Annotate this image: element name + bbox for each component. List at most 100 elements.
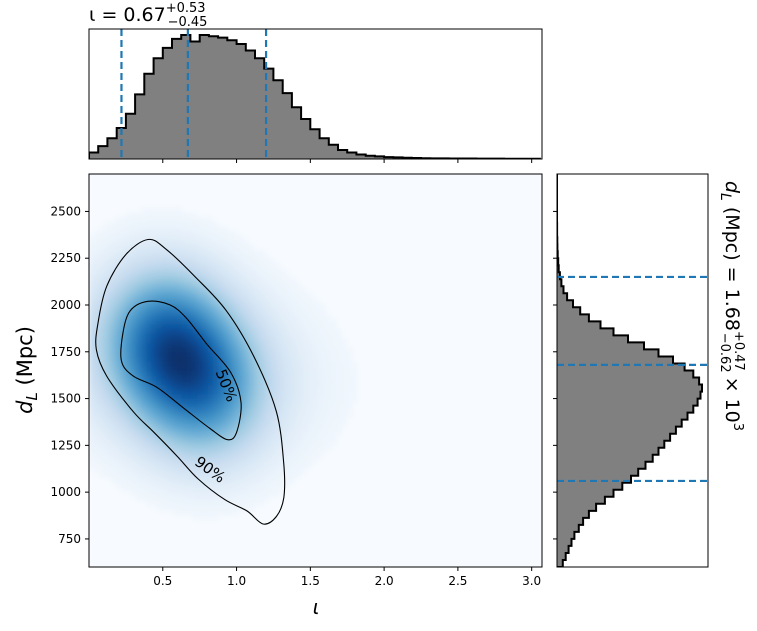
heatmap-cell xyxy=(223,421,230,428)
heatmap-cell xyxy=(254,342,261,348)
heatmap-cell xyxy=(176,496,183,503)
heatmap-cell xyxy=(274,459,281,465)
heatmap-cell xyxy=(280,436,286,442)
heatmap-cell xyxy=(218,248,224,255)
heatmap-cell xyxy=(197,262,204,269)
heatmap-cell xyxy=(218,440,224,446)
heatmap-cell xyxy=(254,262,261,269)
heatmap-cell xyxy=(114,234,121,241)
heatmap-cell xyxy=(207,319,214,325)
heatmap-cell xyxy=(274,281,281,287)
heatmap-cell xyxy=(223,239,230,245)
heatmap-cell xyxy=(171,445,178,451)
heatmap-cell xyxy=(109,459,116,465)
heatmap-cell xyxy=(99,328,106,334)
heatmap-cell xyxy=(212,482,219,489)
heatmap-cell xyxy=(135,253,142,259)
heatmap-cell xyxy=(104,309,111,315)
heatmap-cell xyxy=(269,450,276,456)
heatmap-cell xyxy=(269,295,276,301)
heatmap-cell xyxy=(156,211,162,217)
heatmap-cell xyxy=(228,450,235,456)
heatmap-cell xyxy=(347,375,353,381)
heatmap-cell xyxy=(249,333,255,339)
heatmap-cell xyxy=(150,290,157,297)
heatmap-cell xyxy=(285,323,292,329)
heatmap-cell xyxy=(187,492,193,498)
heatmap-cell xyxy=(290,305,297,311)
heatmap-cell xyxy=(171,370,178,376)
heatmap-cell xyxy=(223,431,230,437)
heatmap-cell xyxy=(249,459,255,465)
heatmap-cell xyxy=(89,464,95,470)
heatmap-cell xyxy=(212,248,219,255)
y-tick-label: 1500 xyxy=(50,392,81,406)
heatmap-cell xyxy=(238,407,245,414)
heatmap-cell xyxy=(285,290,292,297)
heatmap-cell xyxy=(233,384,240,390)
heatmap-cell xyxy=(171,501,178,507)
heatmap-cell xyxy=(218,244,224,250)
heatmap-cell xyxy=(156,496,162,503)
heatmap-cell xyxy=(104,436,111,442)
heatmap-cell xyxy=(109,473,116,479)
heatmap-cell xyxy=(285,272,292,278)
heatmap-cell xyxy=(290,464,297,470)
heatmap-cell xyxy=(254,370,261,376)
heatmap-cell xyxy=(119,384,126,390)
heatmap-cell xyxy=(192,506,199,512)
heatmap-cell xyxy=(187,426,193,432)
heatmap-cell xyxy=(259,333,266,339)
heatmap-cell xyxy=(181,496,188,503)
heatmap-cell xyxy=(285,375,292,381)
heatmap-cell xyxy=(89,248,95,255)
heatmap-cell xyxy=(99,290,106,297)
heatmap-cell xyxy=(125,276,131,283)
heatmap-cell xyxy=(176,328,183,334)
heatmap-cell xyxy=(140,337,147,344)
heatmap-cell xyxy=(166,206,173,213)
heatmap-cell xyxy=(228,319,235,325)
heatmap-cell xyxy=(290,347,297,353)
heatmap-cell xyxy=(254,305,261,311)
heatmap-cell xyxy=(156,431,162,437)
heatmap-cell xyxy=(125,351,131,358)
heatmap-cell xyxy=(104,393,111,400)
heatmap-cell xyxy=(176,216,183,222)
heatmap-cell xyxy=(89,290,95,297)
heatmap-cell xyxy=(295,323,302,329)
heatmap-cell xyxy=(228,351,235,358)
heatmap-cell xyxy=(181,370,188,376)
heatmap-cell xyxy=(243,347,250,353)
heatmap-cell xyxy=(207,515,214,521)
heatmap-cell xyxy=(295,337,302,344)
heatmap-cell xyxy=(140,258,147,264)
heatmap-cell xyxy=(109,234,116,241)
heatmap-cell xyxy=(197,305,204,311)
heatmap-cell xyxy=(119,436,126,442)
heatmap-cell xyxy=(223,384,230,390)
heatmap-cell xyxy=(300,333,307,339)
heatmap-cell xyxy=(207,478,214,484)
heatmap-cell xyxy=(89,375,95,381)
heatmap-cell xyxy=(316,379,322,386)
heatmap-cell xyxy=(259,412,266,418)
heatmap-cell xyxy=(269,459,276,465)
heatmap-cell xyxy=(331,398,338,404)
y-tick-label: 2500 xyxy=(50,204,81,218)
heatmap-cell xyxy=(119,295,126,301)
heatmap-cell xyxy=(119,234,126,241)
heatmap-cell xyxy=(285,295,292,301)
heatmap-cell xyxy=(321,333,328,339)
heatmap-cell xyxy=(130,220,137,227)
heatmap-cell xyxy=(202,459,209,465)
heatmap-cell xyxy=(316,421,322,428)
heatmap-cell xyxy=(135,290,142,297)
heatmap-cell xyxy=(295,450,302,456)
heatmap-cell xyxy=(285,398,292,404)
heatmap-cell xyxy=(114,375,121,381)
heatmap-cell xyxy=(171,384,178,390)
heatmap-cell xyxy=(192,478,199,484)
heatmap-cell xyxy=(187,216,193,222)
heatmap-cell xyxy=(223,379,230,386)
